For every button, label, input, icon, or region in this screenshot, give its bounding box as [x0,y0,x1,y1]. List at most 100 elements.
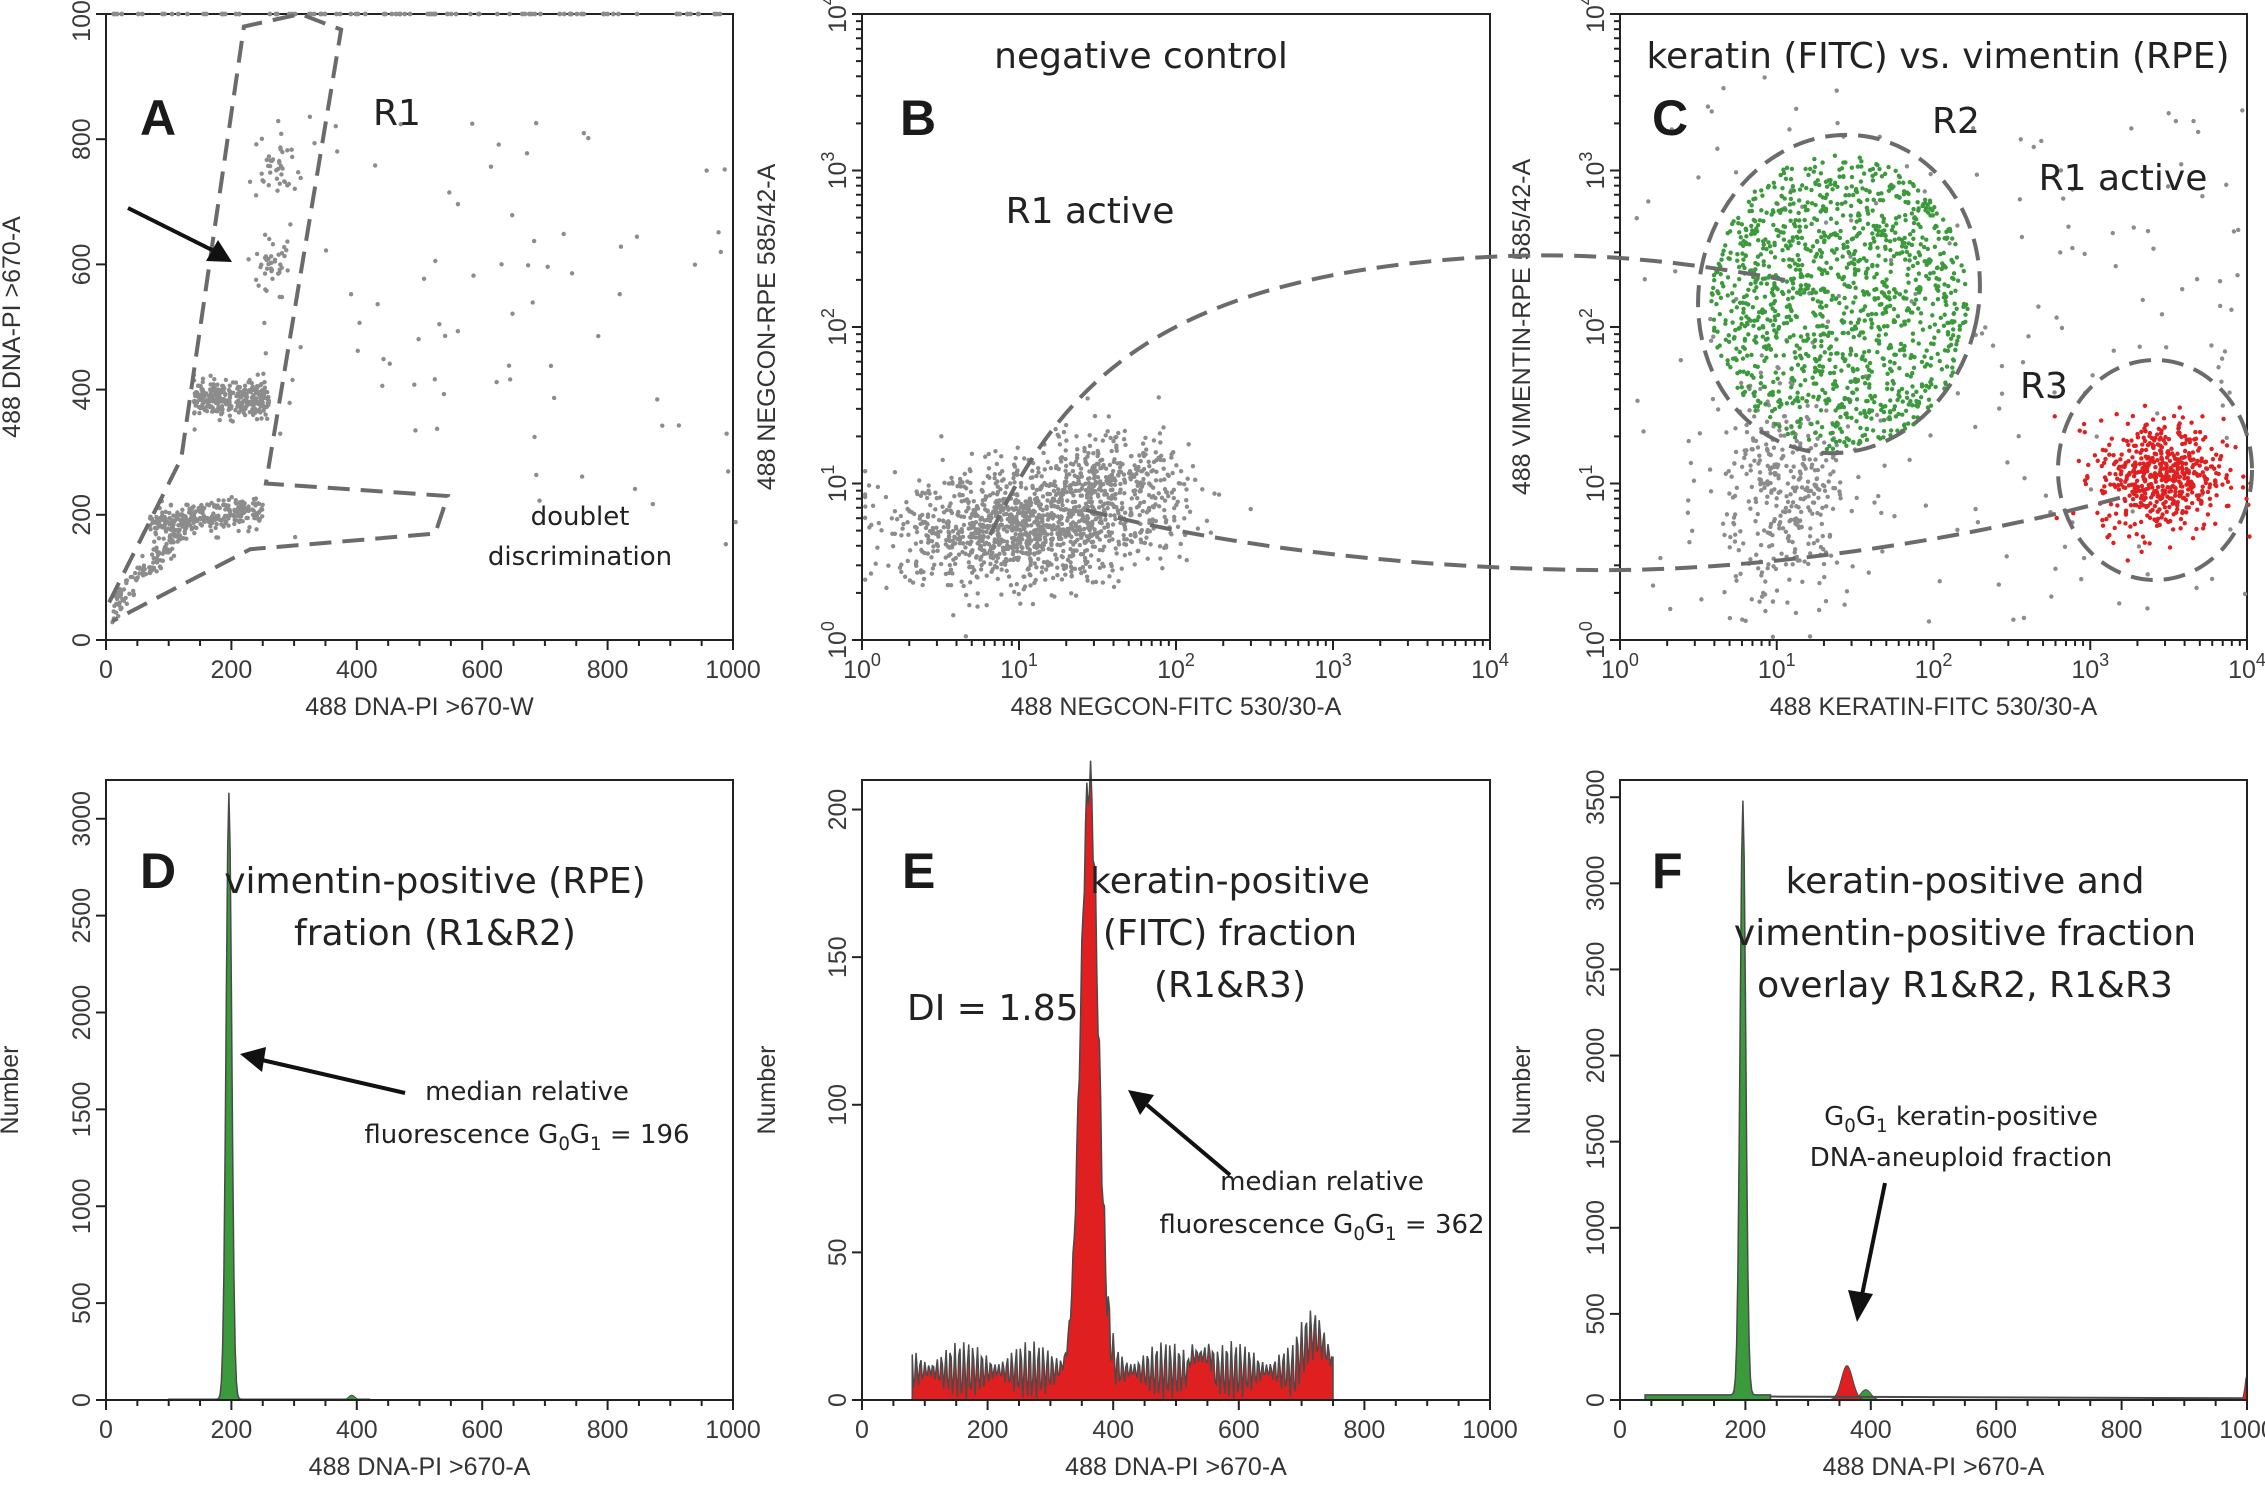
data-point [1032,561,1038,566]
data-point [1858,199,1863,205]
data-point [1792,489,1798,494]
data-point [1789,278,1794,283]
data-point [870,503,876,508]
data-point [2216,464,2222,469]
data-point [1074,453,1080,458]
data-point [980,489,985,494]
data-point [1095,475,1101,480]
data-point [1821,547,1826,552]
data-point [237,513,242,519]
data-point [2153,464,2158,470]
data-point [1732,512,1738,517]
data-point [1888,247,1893,253]
data-point [2079,576,2084,582]
data-point [1819,300,1824,305]
data-point [1724,430,1729,435]
data-point [1902,235,1907,241]
data-point [1923,200,1928,206]
data-point [1843,200,1848,205]
data-point [1715,345,1720,350]
data-point [1910,338,1916,343]
data-point [1743,618,1748,624]
data-point [910,580,916,585]
data-point [918,539,924,545]
data-point [150,520,155,525]
data-point [1888,258,1894,263]
data-point [1747,408,1752,413]
data-point [212,376,217,382]
data-point [1910,403,1915,408]
data-point [217,394,222,399]
data-point [1055,573,1060,578]
data-point [1844,436,1850,441]
data-point [1871,223,1876,229]
data-point [1934,265,1940,271]
y-tick-label: 400 [68,369,96,411]
data-point [863,504,868,509]
data-point [1056,520,1061,525]
data-point [1907,232,1913,237]
data-point [1961,268,1966,274]
data-point [2203,466,2209,471]
data-point [1107,574,1112,579]
data-point [1778,172,1783,178]
data-point [1854,387,1860,392]
data-point [1893,414,1899,419]
data-point [999,537,1004,542]
data-point [1865,312,1871,318]
data-point [160,510,165,515]
data-point [494,11,500,17]
data-point [1844,589,1850,594]
data-point [2059,325,2065,331]
data-point [135,575,140,580]
data-point [977,546,983,551]
data-point [1934,211,1939,216]
data-point [1772,185,1777,190]
data-point [2139,549,2144,555]
data-point [1741,257,1746,262]
data-point [1862,242,1868,247]
data-point [1865,197,1870,203]
data-point [1891,306,1897,312]
data-point [1761,325,1766,330]
data-point [1739,222,1745,227]
data-point [1799,356,1804,361]
data-point [1900,412,1905,417]
data-point [984,573,989,578]
data-point [1112,513,1117,518]
data-point [933,507,938,512]
data-point [197,396,202,401]
data-point [1720,252,1725,257]
data-point [986,542,992,547]
data-point [884,585,889,591]
data-point [2016,433,2021,439]
data-point [1122,524,1128,529]
data-point [1930,301,1936,307]
data-point [2129,438,2134,443]
data-point [1042,467,1047,472]
data-point [1793,610,1799,616]
data-point [398,121,403,127]
data-point [924,495,930,501]
data-point [2134,532,2139,537]
data-point [2113,264,2118,269]
data-point [1760,334,1765,339]
data-point [235,391,241,396]
data-point [268,266,274,271]
data-point [1055,487,1061,492]
data-point [1064,479,1069,485]
data-point [1781,230,1786,235]
data-point [967,602,972,608]
data-point [1720,521,1726,526]
data-point [1780,185,1785,191]
data-point [311,11,317,17]
data-point [716,230,721,235]
data-point [263,412,268,417]
data-point [1020,513,1026,518]
data-point [381,356,386,362]
data-point [1140,508,1145,514]
data-point [1870,173,1875,179]
data-point [2220,482,2225,487]
data-point [996,542,1002,547]
data-point [2175,503,2180,508]
